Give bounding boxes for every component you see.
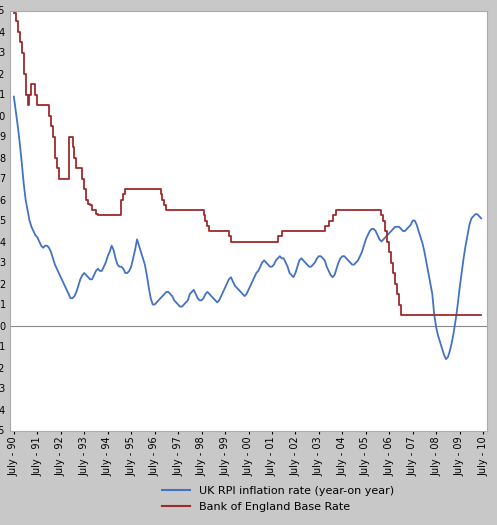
- Legend: UK RPI inflation rate (year-on year), Bank of England Base Rate: UK RPI inflation rate (year-on year), Ba…: [158, 481, 399, 517]
